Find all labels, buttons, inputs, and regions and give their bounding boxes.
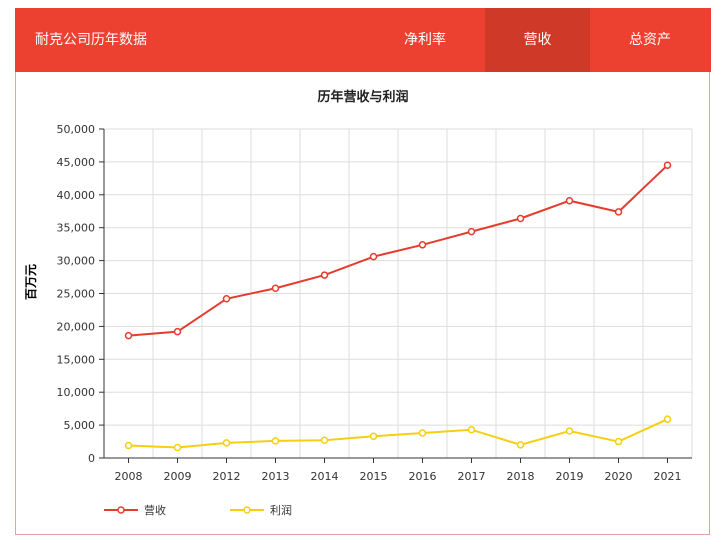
data-point-profit: [124, 441, 133, 450]
data-point-revenue: [516, 214, 525, 223]
tab-total-assets[interactable]: 总资产: [629, 32, 671, 48]
data-point-profit: [173, 443, 182, 452]
x-tick-label: 2017: [458, 470, 486, 483]
top-nav: 耐克公司历年数据 净利率 营收 总资产: [15, 8, 711, 72]
series-line-revenue: [128, 164, 669, 337]
y-tick-label: 10,000: [57, 386, 96, 399]
data-point-profit: [222, 439, 231, 447]
tab-revenue[interactable]: 营收: [485, 8, 590, 72]
data-point-profit: [516, 441, 525, 449]
legend-item-revenue[interactable]: 营收: [104, 502, 166, 518]
x-tick-label: 2013: [262, 470, 290, 483]
y-tick-label: 40,000: [57, 189, 96, 202]
x-tick-label: 2016: [409, 470, 437, 483]
x-tick-label: 2012: [213, 470, 241, 483]
y-tick-label: 35,000: [57, 222, 96, 235]
data-point-revenue: [222, 295, 231, 303]
data-point-revenue: [320, 271, 329, 279]
data-point-revenue: [467, 227, 476, 236]
data-point-profit: [271, 437, 280, 445]
series-line-profit: [128, 418, 668, 449]
y-tick-label: 25,000: [57, 288, 96, 301]
data-point-revenue: [565, 196, 574, 205]
x-tick-label: 2015: [360, 470, 388, 483]
x-tick-label: 2009: [164, 470, 192, 483]
y-tick-label: 50,000: [57, 123, 96, 136]
data-point-profit: [663, 415, 672, 423]
data-point-profit: [369, 432, 378, 441]
y-tick-label: 5,000: [64, 419, 96, 432]
y-tick-label: 15,000: [57, 353, 96, 366]
y-tick-label: 30,000: [57, 255, 96, 268]
x-tick-label: 2019: [556, 470, 584, 483]
legend-revenue-icon: [104, 506, 138, 514]
data-point-profit: [320, 436, 329, 444]
y-tick-label: 0: [88, 452, 95, 465]
data-point-profit: [418, 429, 427, 437]
tab-net-margin[interactable]: 净利率: [404, 32, 446, 48]
legend-item-profit[interactable]: 利润: [230, 502, 292, 518]
data-point-revenue: [124, 331, 133, 340]
data-point-revenue: [663, 161, 672, 169]
app-title: 耐克公司历年数据: [35, 32, 147, 48]
x-tick-label: 2021: [654, 470, 682, 483]
data-point-profit: [565, 427, 574, 435]
x-tick-label: 2020: [605, 470, 633, 483]
data-point-revenue: [173, 327, 182, 336]
x-tick-label: 2014: [311, 470, 339, 483]
legend-profit-label: 利润: [270, 504, 292, 517]
x-tick-label: 2018: [507, 470, 535, 483]
y-tick-label: 20,000: [57, 320, 96, 333]
data-point-revenue: [271, 284, 280, 292]
legend-profit-icon: [230, 506, 264, 514]
data-point-profit: [467, 425, 476, 434]
x-tick-label: 2008: [115, 470, 143, 483]
data-point-revenue: [418, 241, 427, 249]
chart-title: 历年营收与利润: [317, 90, 409, 105]
y-tick-label: 45,000: [57, 156, 96, 169]
data-point-profit: [614, 437, 623, 446]
data-point-revenue: [369, 252, 378, 261]
data-point-revenue: [614, 208, 623, 216]
legend-revenue-label: 营收: [144, 504, 166, 517]
